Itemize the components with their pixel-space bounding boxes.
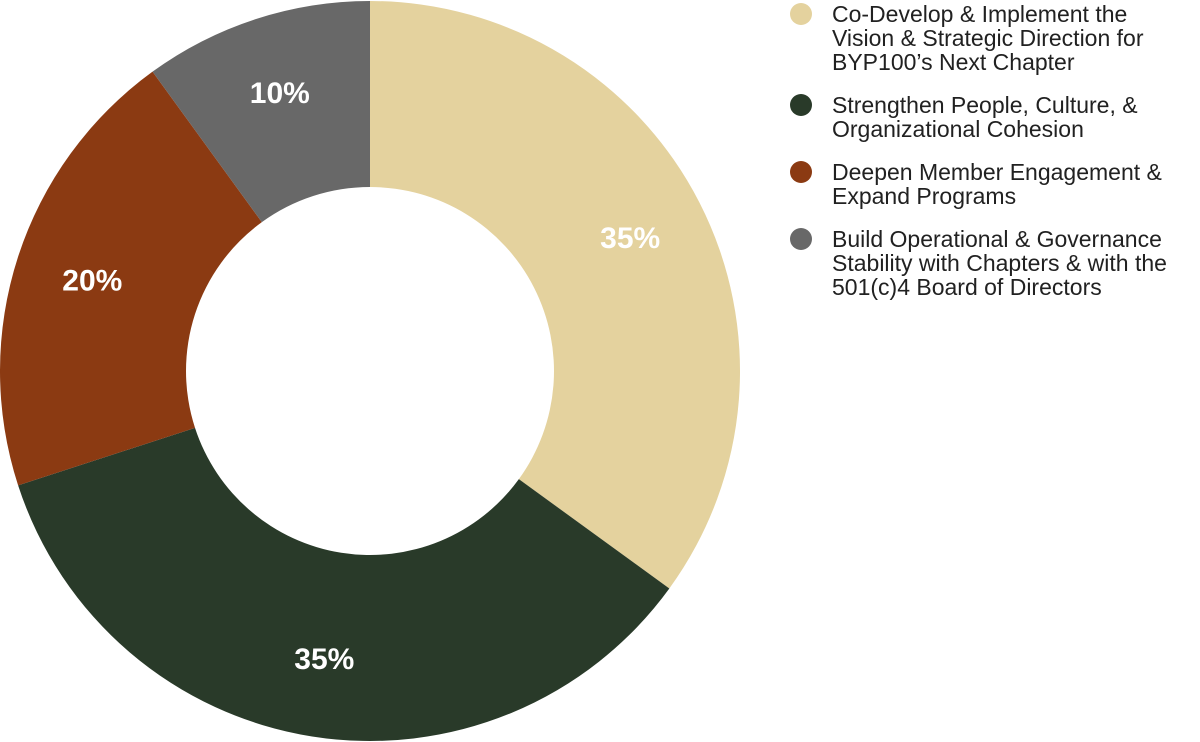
slice-value-label: 35% [294,643,354,676]
legend-swatch-icon [790,94,812,116]
legend-label: Deepen Member Engagement & Expand Progra… [832,159,1162,209]
legend-item: Strengthen People, Culture, & Organizati… [790,93,1190,141]
chart-legend: Co-Develop & Implement the Vision & Stra… [790,2,1190,318]
donut-slice-4 [152,1,370,223]
legend-swatch-icon [790,228,812,250]
slice-value-label: 10% [250,77,310,110]
legend-item: Build Operational & Governance Stability… [790,227,1190,299]
legend-swatch-icon [790,3,812,25]
donut-slice-2 [18,427,670,742]
slice-value-label: 35% [600,222,660,255]
donut-chart-svg: 35% 35% 20% 10% [0,1,741,742]
legend-item: Co-Develop & Implement the Vision & Stra… [790,2,1190,74]
legend-label: Build Operational & Governance Stability… [832,226,1167,300]
slice-value-label: 20% [62,264,122,297]
donut-slice-3 [0,71,262,486]
legend-label: Strengthen People, Culture, & Organizati… [832,92,1138,142]
donut-slice-1 [370,1,741,589]
donut-chart: 35% 35% 20% 10% [0,1,741,742]
legend-swatch-icon [790,161,812,183]
legend-label: Co-Develop & Implement the Vision & Stra… [832,1,1144,75]
legend-item: Deepen Member Engagement & Expand Progra… [790,160,1190,208]
